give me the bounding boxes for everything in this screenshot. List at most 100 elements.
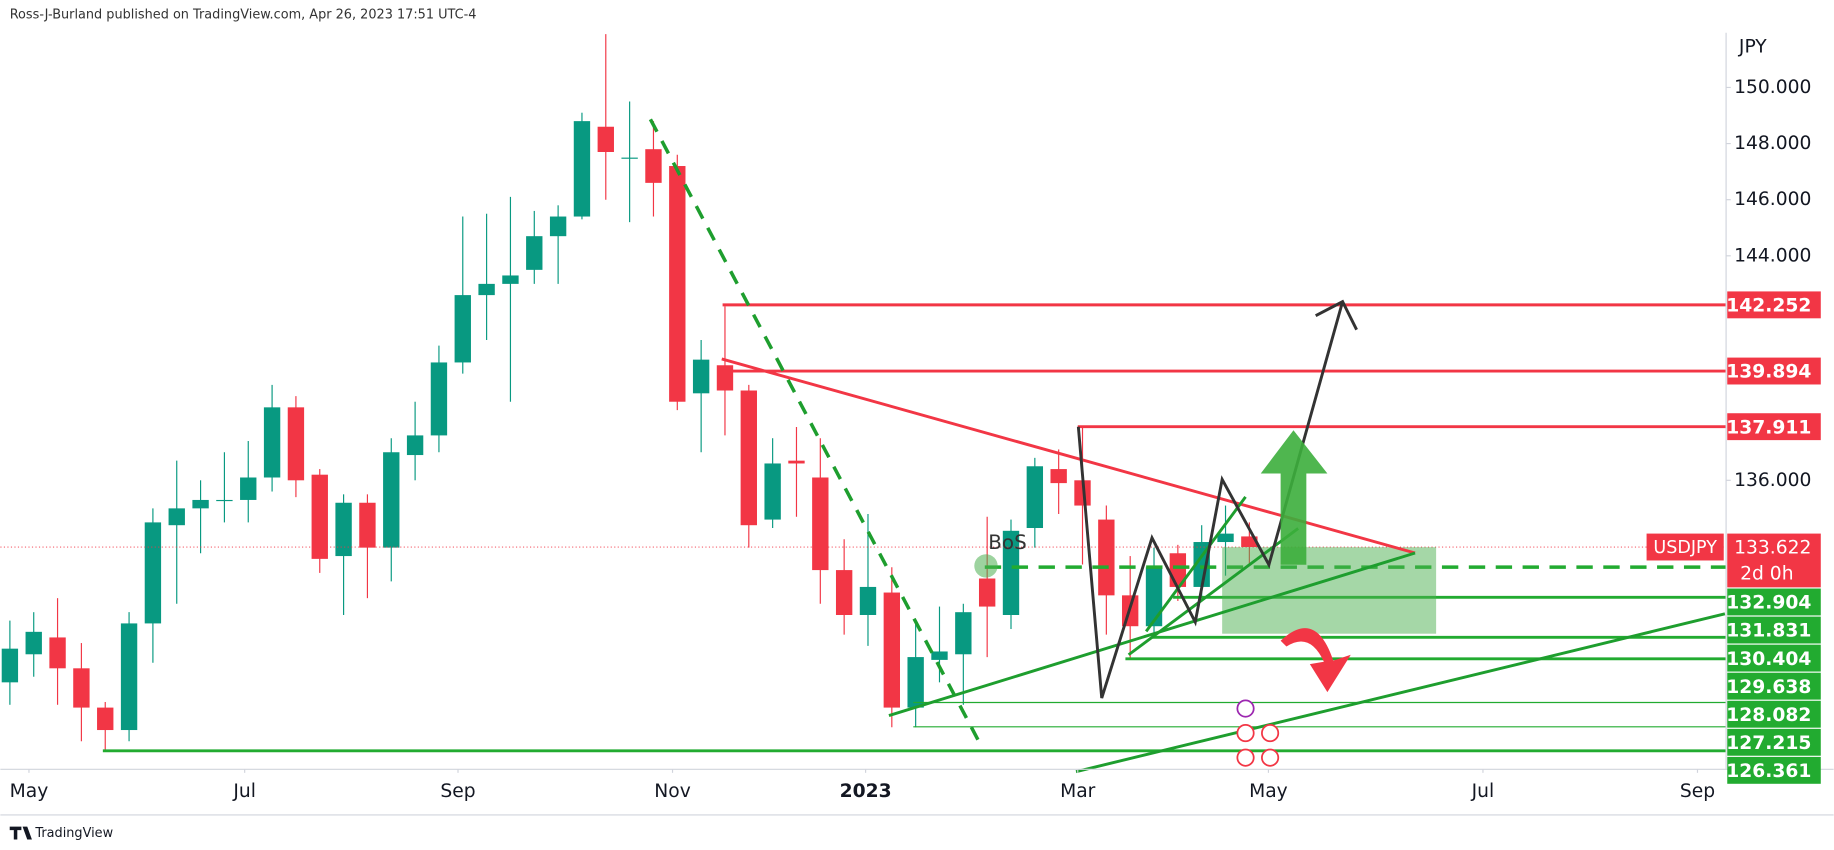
x-tick-label: Mar bbox=[1060, 781, 1096, 802]
candle-body bbox=[144, 522, 162, 624]
candle-body bbox=[883, 592, 901, 708]
candle-body bbox=[978, 578, 996, 607]
candle-body bbox=[1217, 533, 1234, 543]
up-arrow bbox=[1260, 430, 1328, 565]
candle-body bbox=[835, 570, 853, 615]
candle-body bbox=[692, 359, 710, 394]
candle-body bbox=[383, 452, 400, 548]
event-icon bbox=[1236, 748, 1255, 767]
level-box bbox=[1727, 644, 1821, 672]
candle-body bbox=[549, 216, 567, 237]
event-icon bbox=[1261, 748, 1280, 767]
green-trendline bbox=[1127, 527, 1300, 656]
y-tick-label: 150.000 bbox=[1734, 77, 1811, 98]
candle-body bbox=[1050, 469, 1067, 484]
candle-body bbox=[621, 157, 638, 159]
last-price-box bbox=[1646, 533, 1724, 561]
event-icon bbox=[1261, 724, 1280, 743]
candle-body bbox=[1, 648, 19, 683]
x-tick-label: Nov bbox=[654, 781, 690, 802]
level-box bbox=[1727, 672, 1821, 700]
candle-body bbox=[263, 407, 281, 478]
level-label: 127.215 bbox=[1726, 733, 1811, 754]
candle-body bbox=[955, 612, 972, 655]
candle-body bbox=[859, 586, 877, 615]
candle-body bbox=[645, 149, 662, 183]
header: Ross-J-Burland published on TradingView.… bbox=[10, 8, 477, 23]
drawings bbox=[648, 118, 1726, 774]
x-axis: May Jul Sep Nov 2023 Mar May Jul Sep bbox=[10, 769, 1715, 802]
candle-body bbox=[1002, 530, 1020, 615]
level-box bbox=[1727, 413, 1821, 441]
candle-body bbox=[669, 166, 686, 402]
green-dashed-trendline bbox=[648, 118, 985, 750]
level-label: 142.252 bbox=[1726, 296, 1811, 317]
candle-body bbox=[192, 499, 209, 509]
candle-body bbox=[359, 502, 376, 548]
annotation: BoS bbox=[988, 531, 1026, 554]
candle-body bbox=[1074, 480, 1091, 506]
candle-body bbox=[1241, 536, 1258, 548]
candle-body bbox=[216, 499, 233, 502]
candle-body bbox=[454, 295, 471, 363]
candle-body bbox=[240, 477, 257, 500]
x-tick-label: Jul bbox=[232, 781, 256, 802]
candle-body bbox=[478, 283, 495, 296]
candle-body bbox=[931, 651, 948, 660]
level-label: 132.904 bbox=[1726, 593, 1811, 614]
symbol-label: USDJPY bbox=[1653, 538, 1717, 558]
level-label: 139.894 bbox=[1726, 362, 1811, 383]
candle-body bbox=[907, 657, 924, 708]
level-label: 128.082 bbox=[1726, 705, 1811, 726]
level-box bbox=[1727, 588, 1821, 616]
level-label: 137.911 bbox=[1726, 417, 1811, 438]
candle-body bbox=[406, 435, 424, 456]
candle-body bbox=[168, 508, 185, 526]
event-icon bbox=[1236, 699, 1255, 718]
x-tick-label: May bbox=[1249, 781, 1288, 802]
y-tick-label: 144.000 bbox=[1734, 245, 1811, 266]
projection-arrowhead bbox=[1315, 299, 1358, 331]
level-box bbox=[1727, 357, 1821, 385]
x-tick-label: Sep bbox=[440, 781, 475, 802]
level-box bbox=[1727, 616, 1821, 644]
candle-body bbox=[335, 502, 352, 557]
candle-body bbox=[97, 707, 114, 731]
candle-body bbox=[1193, 542, 1210, 587]
green-trendline bbox=[888, 551, 1416, 717]
candle-body bbox=[430, 362, 448, 436]
candle-body bbox=[49, 637, 66, 669]
candle-body bbox=[764, 463, 781, 520]
footer-logo bbox=[9, 826, 32, 840]
candle-body bbox=[597, 126, 614, 152]
last-price-label: 133.622 bbox=[1734, 538, 1811, 559]
green-trendline bbox=[1144, 496, 1247, 633]
candle-body bbox=[526, 236, 543, 270]
level-label: 129.638 bbox=[1726, 677, 1811, 698]
candle-body bbox=[812, 477, 829, 571]
y-unit: JPY bbox=[1738, 36, 1767, 57]
candle-body bbox=[25, 631, 42, 655]
candles bbox=[1, 34, 1258, 750]
countdown-label: 2d 0h bbox=[1740, 563, 1793, 584]
level-label: 130.404 bbox=[1726, 649, 1811, 670]
candle-body bbox=[311, 474, 328, 559]
x-tick-label: Jul bbox=[1471, 781, 1495, 802]
candle-body bbox=[573, 121, 591, 217]
level-box bbox=[1727, 700, 1821, 728]
level-box bbox=[1727, 291, 1821, 319]
projection-path bbox=[1076, 301, 1344, 699]
bos-marker bbox=[974, 554, 998, 578]
y-tick-label: 136.000 bbox=[1734, 470, 1811, 491]
candle-body bbox=[716, 365, 734, 391]
y-tick-label: 148.000 bbox=[1734, 133, 1811, 154]
candle-body bbox=[1026, 466, 1044, 529]
level-label: 131.831 bbox=[1726, 621, 1811, 642]
candle-body bbox=[120, 623, 138, 731]
level-label: 126.361 bbox=[1726, 761, 1811, 782]
footer: TradingView bbox=[34, 826, 113, 841]
candle-body bbox=[788, 460, 805, 464]
x-tick-label: 2023 bbox=[840, 781, 892, 802]
x-tick-label: Sep bbox=[1680, 781, 1715, 802]
